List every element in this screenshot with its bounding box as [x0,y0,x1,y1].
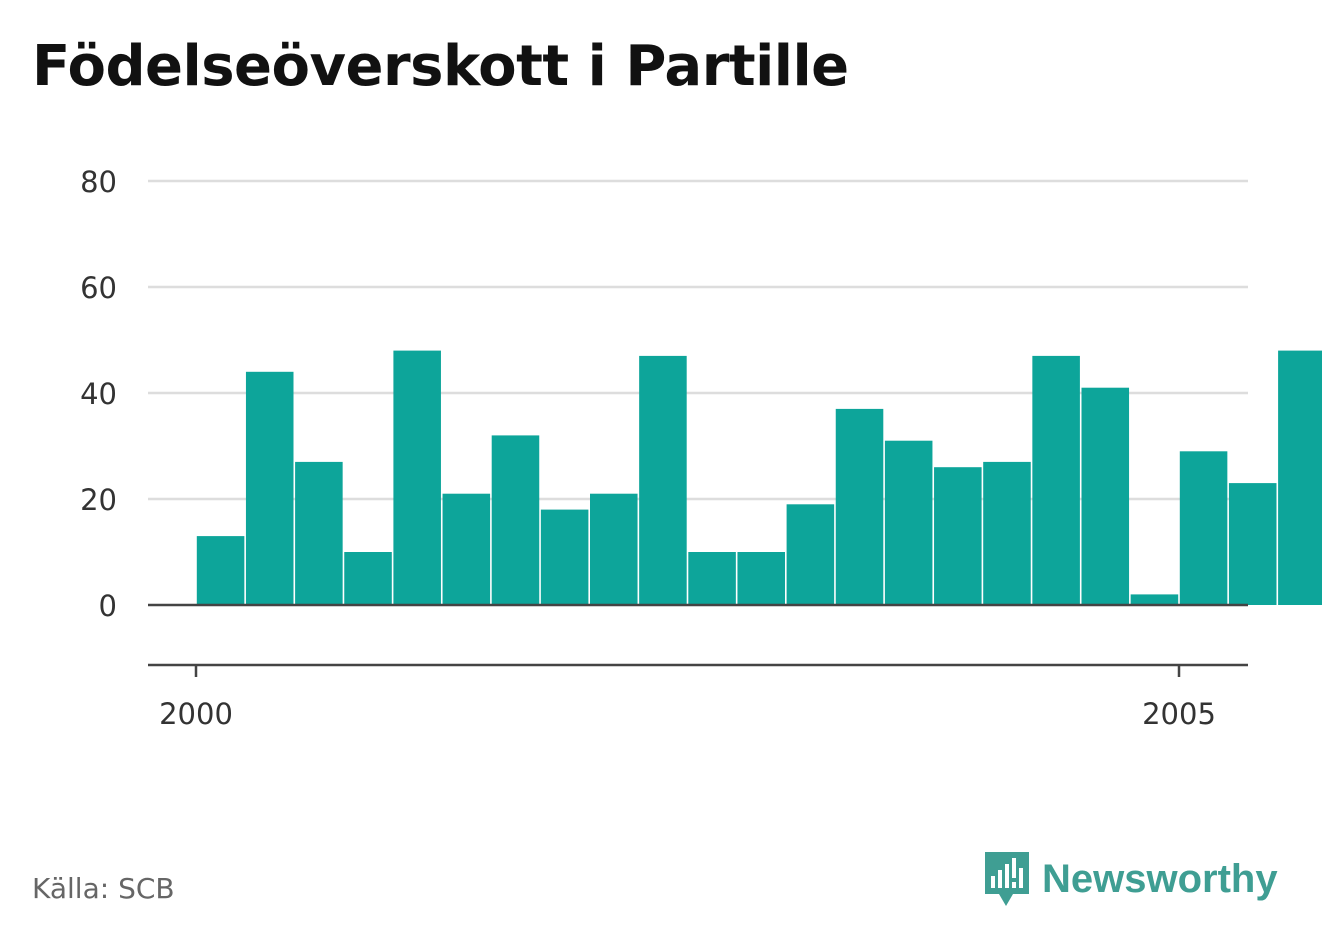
bar [540,509,589,605]
newsworthy-logo-icon [985,852,1029,906]
bar [295,461,343,605]
bar [344,552,392,605]
bar [934,467,982,605]
bar [884,440,933,605]
bar [393,350,441,605]
x-tick-label-2005: 2005 [1142,697,1216,731]
bar [737,552,785,605]
source-label: Källa: SCB [32,872,175,905]
y-tick-label-60: 60 [80,271,117,305]
newsworthy-logo: Newsworthy [982,850,1278,908]
bar [639,355,687,605]
bar [196,536,245,605]
y-tick-label-20: 20 [80,483,117,517]
y-tick-label-80: 80 [80,165,117,199]
y-tick-label-40: 40 [80,377,117,411]
x-tick-label-2000: 2000 [159,697,233,731]
logo-text: Newsworthy [1042,856,1278,901]
bar [590,493,638,605]
bar [688,552,736,605]
axes [148,603,1248,677]
bar [245,371,294,605]
bar [1278,350,1322,605]
bar [442,493,491,605]
bar [1130,594,1179,605]
bar [983,461,1031,605]
bar [1081,387,1130,605]
y-axis-labels: 0 20 40 60 80 [80,165,117,623]
y-tick-label-0: 0 [99,589,117,623]
chart-title: Födelseöverskott i Partille [32,34,849,99]
bar [786,504,835,605]
bar [1032,355,1080,605]
x-axis-labels: 200020052010201520202025 [159,697,1216,731]
bar [491,435,540,605]
bar [1179,451,1228,605]
bar [835,408,884,605]
bars [196,350,1322,605]
bar [1228,483,1277,605]
